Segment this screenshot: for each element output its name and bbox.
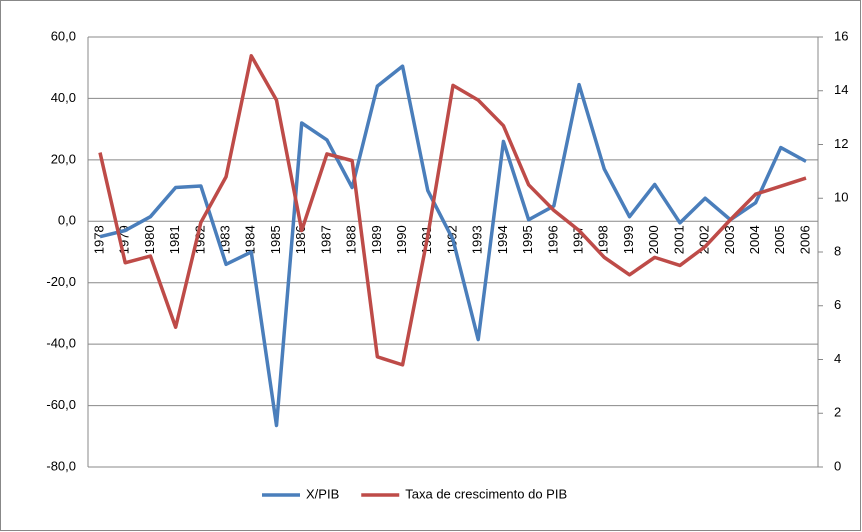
x-tick-label: 1996	[545, 225, 560, 254]
y-tick-label: -20,0	[46, 274, 76, 289]
y2-tick-label: 0	[834, 458, 841, 473]
x-tick-label: 1990	[394, 225, 409, 254]
x-tick-label: 2004	[747, 225, 762, 254]
x-tick-label: 1999	[621, 225, 636, 254]
x-tick-label: 2000	[646, 225, 661, 254]
x-tick-label: 1978	[91, 225, 106, 254]
legend-label: X/PIB	[306, 486, 339, 501]
x-tick-label: 1993	[470, 225, 485, 254]
y-tick-label: 0,0	[58, 213, 76, 228]
y-tick-label: -40,0	[46, 336, 76, 351]
x-tick-label: 1981	[167, 225, 182, 254]
y-tick-label: -60,0	[46, 397, 76, 412]
y2-tick-label: 6	[834, 297, 841, 312]
x-tick-label: 2002	[697, 225, 712, 254]
y2-tick-label: 14	[834, 82, 848, 97]
y-tick-label: 60,0	[51, 28, 76, 43]
x-tick-label: 2001	[671, 225, 686, 254]
y2-tick-label: 8	[834, 243, 841, 258]
y2-tick-label: 12	[834, 136, 848, 151]
x-tick-label: 1986	[293, 225, 308, 254]
x-tick-label: 1989	[369, 225, 384, 254]
y2-tick-label: 16	[834, 28, 848, 43]
x-tick-label: 2006	[797, 225, 812, 254]
series-line	[99, 64, 807, 428]
series-line	[98, 54, 807, 367]
x-tick-label: 2005	[772, 225, 787, 254]
x-tick-label: 1988	[344, 225, 359, 254]
x-tick-label: 1987	[318, 225, 333, 254]
y-tick-label: 40,0	[51, 90, 76, 105]
x-tick-label: 1994	[495, 225, 510, 254]
y2-tick-label: 4	[834, 351, 841, 366]
x-tick-label: 1985	[268, 225, 283, 254]
y-tick-label: 20,0	[51, 151, 76, 166]
y-tick-label: -80,0	[46, 458, 76, 473]
x-tick-label: 1998	[596, 225, 611, 254]
y2-tick-label: 2	[834, 405, 841, 420]
x-tick-label: 1980	[142, 225, 157, 254]
legend-label: Taxa de crescimento do PIB	[405, 486, 567, 501]
y2-tick-label: 10	[834, 190, 848, 205]
x-tick-label: 2003	[722, 225, 737, 254]
x-tick-label: 1984	[243, 225, 258, 254]
x-tick-label: 1995	[520, 225, 535, 254]
